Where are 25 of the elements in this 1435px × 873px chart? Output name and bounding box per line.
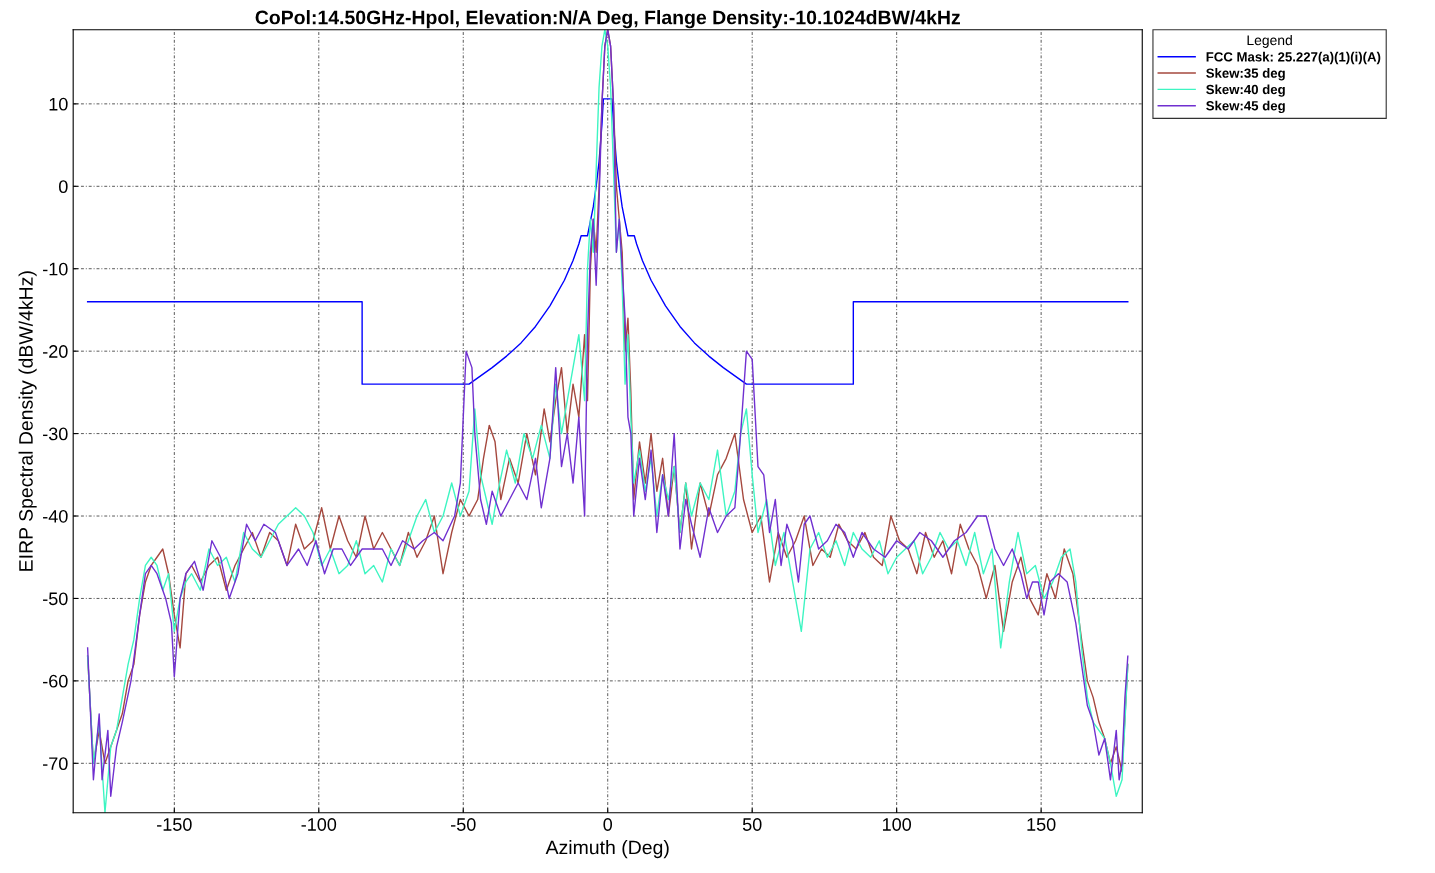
y-tick-label: -30 [43, 427, 68, 441]
y-tick-label: -40 [43, 509, 68, 523]
x-tick-label: 150 [1027, 818, 1056, 831]
x-tick-label: -100 [301, 818, 337, 831]
chart-title: CoPol:14.50GHz-Hpol, Elevation:N/A Deg, Flange Density:-10.1024dBW/4kHz [255, 10, 960, 29]
x-axis-title: Azimuth (Deg) [545, 840, 669, 859]
legend-title: Legend [1247, 34, 1292, 48]
y-tick-label: -20 [43, 345, 68, 358]
x-tick-label: 0 [603, 818, 613, 831]
y-tick-label: -60 [43, 674, 68, 688]
legend-label: Skew:40 deg [1206, 84, 1285, 97]
legend-label: FCC Mask: 25.227(a)(1)(i)(A) [1206, 51, 1381, 65]
legend-label: Skew:35 deg [1206, 68, 1285, 81]
line-series [86, 98, 1129, 385]
x-tick-label: 50 [742, 818, 762, 831]
x-tick-label: -150 [157, 818, 192, 831]
y-axis-title: EIRP Spectral Density (dBW/4kHz) [18, 271, 37, 571]
y-tick-label: -50 [43, 592, 68, 606]
legend-label: Skew:45 deg [1206, 100, 1285, 114]
y-tick-label: -10 [43, 262, 68, 276]
x-tick-label: 100 [882, 818, 912, 831]
x-tick-label: -50 [451, 818, 476, 831]
y-tick-label: -70 [43, 757, 68, 771]
y-tick-label: 0 [58, 180, 68, 194]
y-tick-label: 10 [49, 97, 68, 111]
